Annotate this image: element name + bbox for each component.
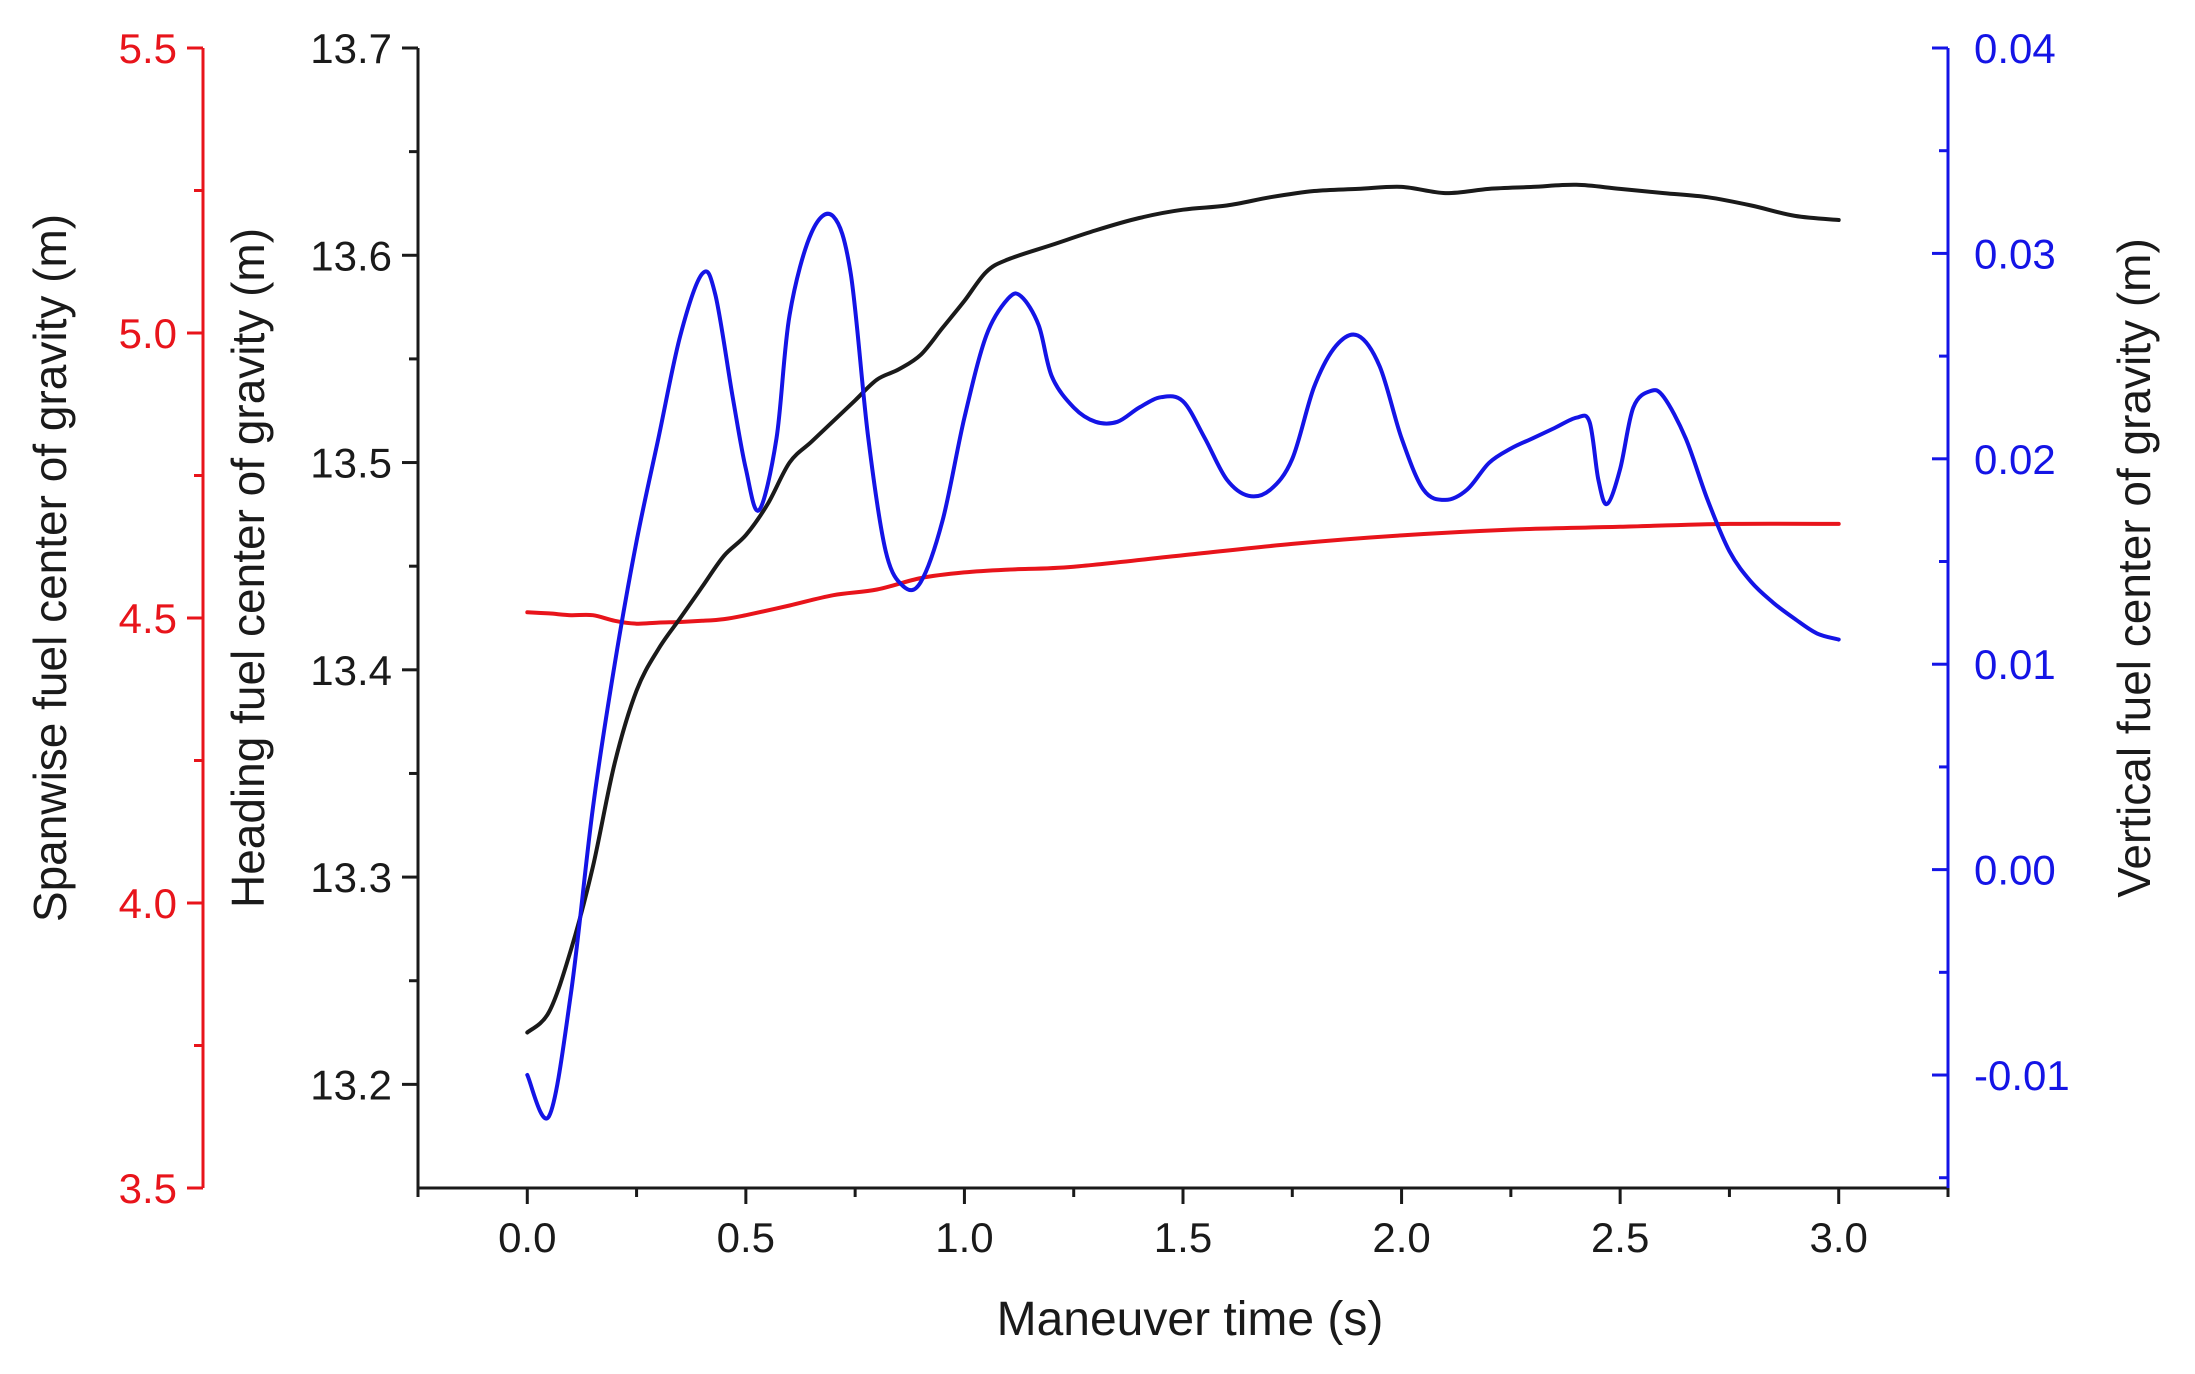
heading-tick-label: 13.2 (310, 1061, 392, 1108)
heading-tick-label: 13.6 (310, 232, 392, 279)
heading-axis-title: Heading fuel center of gravity (m) (222, 228, 274, 908)
spanwise-tick-label: 4.5 (119, 595, 177, 642)
heading-tick-label: 13.7 (310, 25, 392, 72)
x-tick-label: 1.0 (935, 1214, 993, 1261)
x-tick-label: 3.0 (1810, 1214, 1868, 1261)
heading-tick-label: 13.3 (310, 854, 392, 901)
spanwise-tick-label: 3.5 (119, 1165, 177, 1212)
spanwise-tick-label: 5.5 (119, 25, 177, 72)
vertical-axis-title: Vertical fuel center of gravity (m) (2108, 238, 2160, 898)
vertical-tick-label: 0.03 (1974, 230, 2056, 277)
vertical-tick-label: -0.01 (1974, 1052, 2070, 1099)
heading-tick-label: 13.5 (310, 440, 392, 487)
spanwise-tick-label: 4.0 (119, 880, 177, 927)
vertical-tick-label: 0.00 (1974, 847, 2056, 894)
spanwise-axis-title: Spanwise fuel center of gravity (m) (24, 214, 76, 922)
x-tick-label: 2.5 (1591, 1214, 1649, 1261)
vertical-tick-label: 0.04 (1974, 25, 2056, 72)
x-axis-title: Maneuver time (s) (997, 1293, 1384, 1346)
vertical-tick-label: 0.01 (1974, 641, 2056, 688)
spanwise-tick-label: 5.0 (119, 310, 177, 357)
x-tick-label: 1.5 (1154, 1214, 1212, 1261)
vertical-series-line (525, 211, 1841, 1121)
x-tick-label: 2.0 (1372, 1214, 1430, 1261)
heading-series-line (525, 182, 1841, 1035)
vertical-tick-label: 0.02 (1974, 436, 2056, 483)
x-tick-label: 0.5 (717, 1214, 775, 1261)
heading-tick-label: 13.4 (310, 647, 392, 694)
x-tick-label: 0.0 (498, 1214, 556, 1261)
